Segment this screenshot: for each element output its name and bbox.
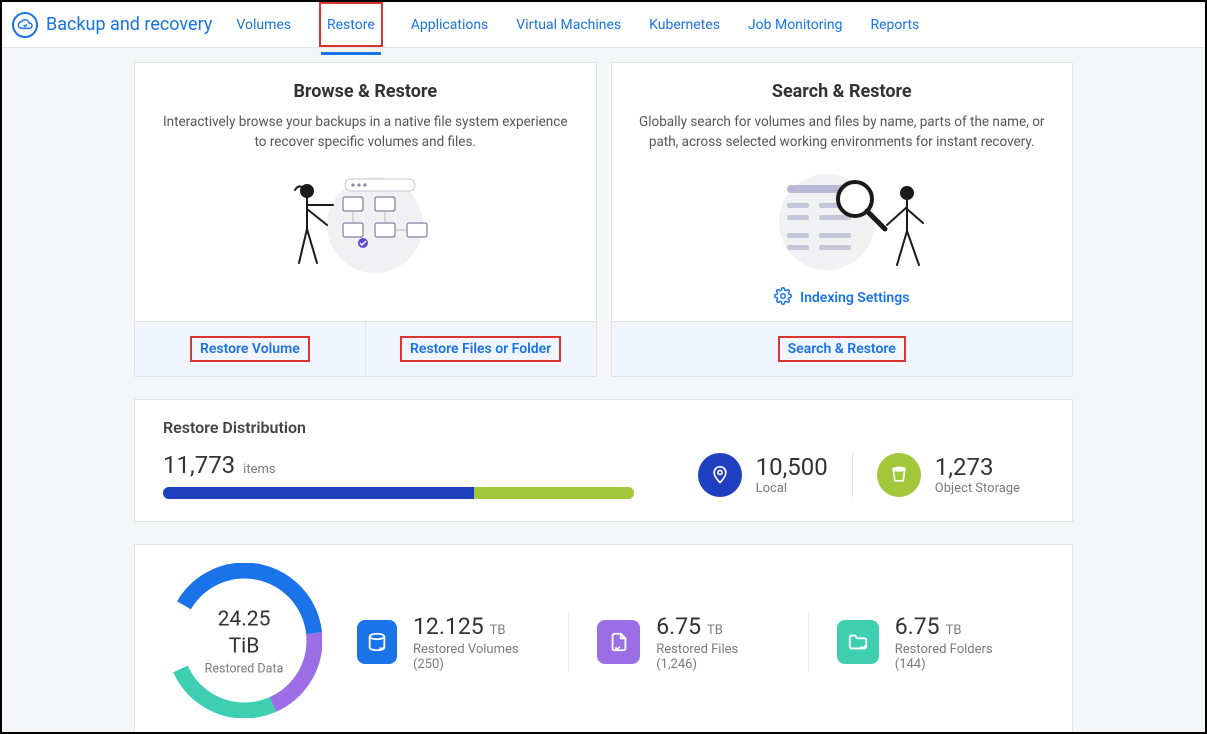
brand: Backup and recovery — [12, 12, 236, 38]
tab-reports[interactable]: Reports — [870, 2, 919, 47]
metric-files: 6.75 TB Restored Files (1,246) — [568, 613, 808, 672]
restore-cards-row: Browse & Restore Interactively browse yo… — [134, 62, 1073, 377]
restored-data-panel: 24.25 TiB Restored Data 12.125 TB Restor… — [134, 544, 1073, 733]
indexing-settings-label: Indexing Settings — [800, 290, 909, 306]
cloud-sync-icon — [12, 12, 38, 38]
gear-icon — [774, 287, 792, 309]
file-icon — [597, 620, 640, 664]
page-content: Browse & Restore Interactively browse yo… — [2, 48, 1205, 732]
search-illustration — [638, 167, 1047, 277]
metric-folders-value: 6.75 — [895, 613, 940, 640]
stat-object: 1,273 Object Storage — [852, 453, 1044, 497]
metric-volumes-desc: Restored Volumes (250) — [413, 642, 540, 672]
distribution-bar-local — [163, 487, 474, 499]
distribution-total-label: items — [243, 462, 275, 477]
stat-object-label: Object Storage — [935, 481, 1020, 496]
donut-value: 24.25 — [218, 608, 271, 632]
nav-tabs: Volumes Restore Applications Virtual Mac… — [236, 2, 919, 47]
stat-local-value: 10,500 — [756, 453, 828, 481]
tab-applications[interactable]: Applications — [411, 2, 489, 47]
bucket-icon — [877, 453, 921, 497]
folder-icon — [837, 620, 879, 664]
metric-folders-desc: Restored Folders (144) — [895, 642, 1020, 672]
metric-volumes-value: 12.125 — [413, 613, 484, 640]
brand-title: Backup and recovery — [46, 14, 212, 35]
browse-card-title: Browse & Restore — [161, 81, 570, 102]
restored-data-donut: 24.25 TiB Restored Data — [159, 563, 329, 722]
stat-object-value: 1,273 — [935, 453, 1020, 481]
distribution-title: Restore Distribution — [163, 418, 1044, 437]
tab-kubernetes[interactable]: Kubernetes — [649, 2, 720, 47]
metric-files-value: 6.75 — [656, 613, 701, 640]
metric-folders: 6.75 TB Restored Folders (144) — [808, 613, 1048, 672]
search-restore-button[interactable]: Search & Restore — [778, 336, 906, 362]
tab-virtual-machines[interactable]: Virtual Machines — [516, 2, 621, 47]
donut-unit: TiB — [229, 635, 260, 659]
search-card-desc: Globally search for volumes and files by… — [638, 112, 1047, 153]
tab-restore[interactable]: Restore — [319, 2, 383, 47]
metric-files-desc: Restored Files (1,246) — [656, 642, 780, 672]
metric-folders-unit: TB — [946, 623, 962, 638]
distribution-bar-object — [474, 487, 634, 499]
distribution-total-value: 11,773 — [163, 451, 235, 479]
browse-illustration — [161, 167, 570, 277]
browse-card-desc: Interactively browse your backups in a n… — [161, 112, 570, 153]
tab-volumes[interactable]: Volumes — [236, 2, 291, 47]
restore-distribution-panel: Restore Distribution 11,773 items — [134, 399, 1073, 522]
stat-local: 10,500 Local — [674, 453, 852, 497]
location-pin-icon — [698, 453, 742, 497]
stat-local-label: Local — [756, 481, 828, 496]
search-card-title: Search & Restore — [638, 81, 1047, 102]
indexing-settings-link[interactable]: Indexing Settings — [774, 287, 909, 309]
restore-files-button[interactable]: Restore Files or Folder — [400, 336, 561, 362]
volume-icon — [357, 620, 397, 664]
browse-restore-card: Browse & Restore Interactively browse yo… — [134, 62, 597, 377]
search-restore-card: Search & Restore Globally search for vol… — [611, 62, 1074, 377]
metric-volumes-unit: TB — [490, 623, 506, 638]
distribution-bar — [163, 487, 634, 499]
metric-volumes: 12.125 TB Restored Volumes (250) — [329, 613, 568, 672]
app-header: Backup and recovery Volumes Restore Appl… — [2, 2, 1205, 48]
metric-files-unit: TB — [707, 623, 723, 638]
donut-label: Restored Data — [202, 661, 287, 677]
restore-volume-button[interactable]: Restore Volume — [190, 336, 310, 362]
tab-job-monitoring[interactable]: Job Monitoring — [748, 2, 843, 47]
